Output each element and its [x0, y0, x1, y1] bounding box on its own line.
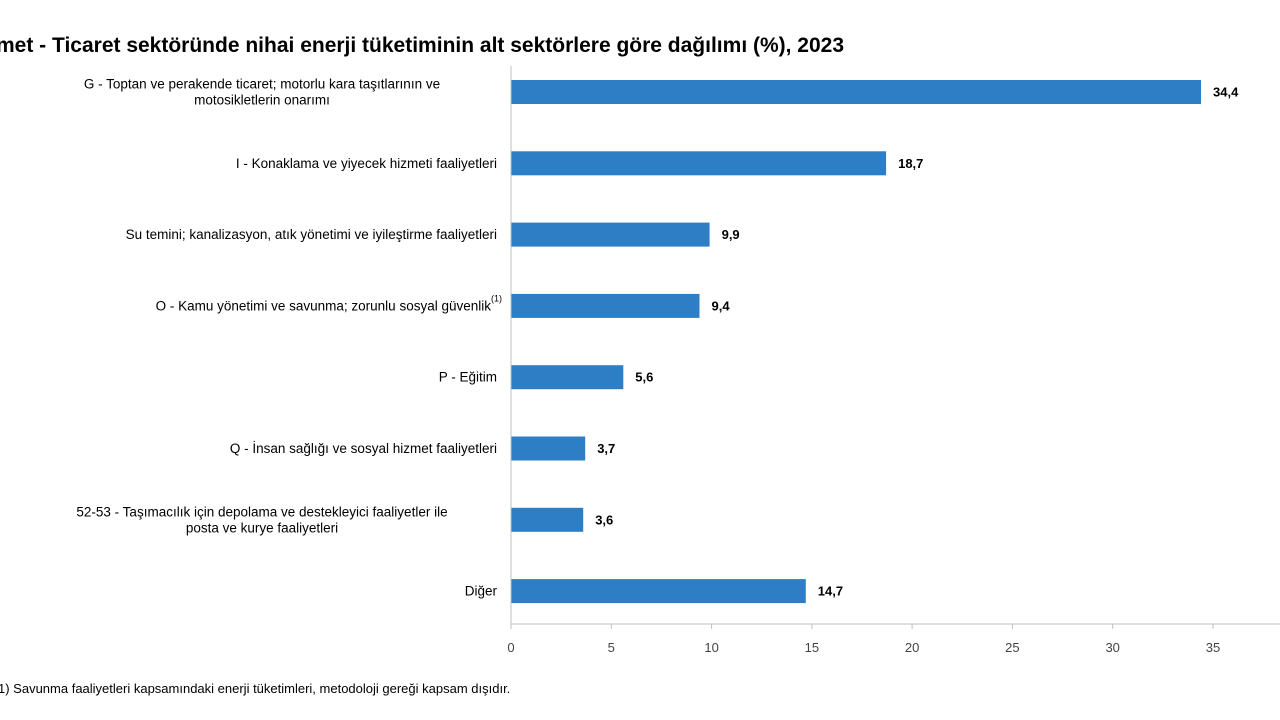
- x-tick-label: 10: [704, 640, 718, 655]
- value-label: 3,6: [595, 512, 613, 527]
- category-label: 52-53 - Taşımacılık için depolama ve des…: [76, 504, 447, 519]
- category-label: I - Konaklama ve yiyecek hizmeti faaliye…: [236, 156, 497, 171]
- x-tick-label: 25: [1005, 640, 1019, 655]
- category-superscript: (1): [491, 293, 502, 303]
- category-label: Su temini; kanalizasyon, atık yönetimi v…: [126, 227, 497, 242]
- x-tick-label: 30: [1105, 640, 1119, 655]
- x-axis-ticks: 0 5 10 15 20 25 30 35: [507, 624, 1220, 655]
- value-label: 3,7: [597, 441, 615, 456]
- x-tick-label: 5: [608, 640, 615, 655]
- bar-1: [511, 80, 1201, 104]
- category-label: P - Eğitim: [439, 370, 497, 385]
- category-label: Q - İnsan sağlığı ve sosyal hizmet faali…: [230, 441, 497, 456]
- x-tick-label: 15: [805, 640, 819, 655]
- bar-5: [511, 365, 624, 390]
- bar-6: [511, 436, 586, 461]
- chart-title: met - Ticaret sektöründe nihai enerji tü…: [0, 34, 844, 57]
- value-label: 14,7: [818, 584, 843, 599]
- bar-2: [511, 151, 887, 176]
- value-label: 9,4: [712, 298, 731, 313]
- value-label: 9,9: [722, 227, 740, 242]
- category-label: posta ve kurye faaliyetleri: [186, 520, 338, 535]
- value-label: 5,6: [635, 370, 653, 385]
- bar-7: [511, 507, 584, 532]
- value-label: 18,7: [898, 156, 923, 171]
- x-tick-label: 35: [1206, 640, 1220, 655]
- bar-8: [511, 579, 806, 604]
- category-labels: G - Toptan ve perakende ticaret; motorlu…: [76, 77, 502, 599]
- bars-layer: [511, 80, 1201, 604]
- value-label: 34,4: [1213, 85, 1239, 100]
- category-label: Diğer: [465, 584, 498, 599]
- category-label: G - Toptan ve perakende ticaret; motorlu…: [84, 77, 440, 92]
- value-labels: 34,4 18,7 9,9 9,4 5,6 3,7 3,6 14,7: [595, 85, 1239, 599]
- x-tick-label: 0: [507, 640, 514, 655]
- footnote: 1) Savunma faaliyetleri kapsamındaki ene…: [0, 681, 510, 696]
- category-label: O - Kamu yönetimi ve savunma; zorunlu so…: [156, 298, 492, 313]
- category-label: motosikletlerin onarımı: [194, 93, 330, 108]
- bar-4: [511, 293, 700, 318]
- bar-3: [511, 222, 710, 247]
- x-tick-label: 20: [905, 640, 919, 655]
